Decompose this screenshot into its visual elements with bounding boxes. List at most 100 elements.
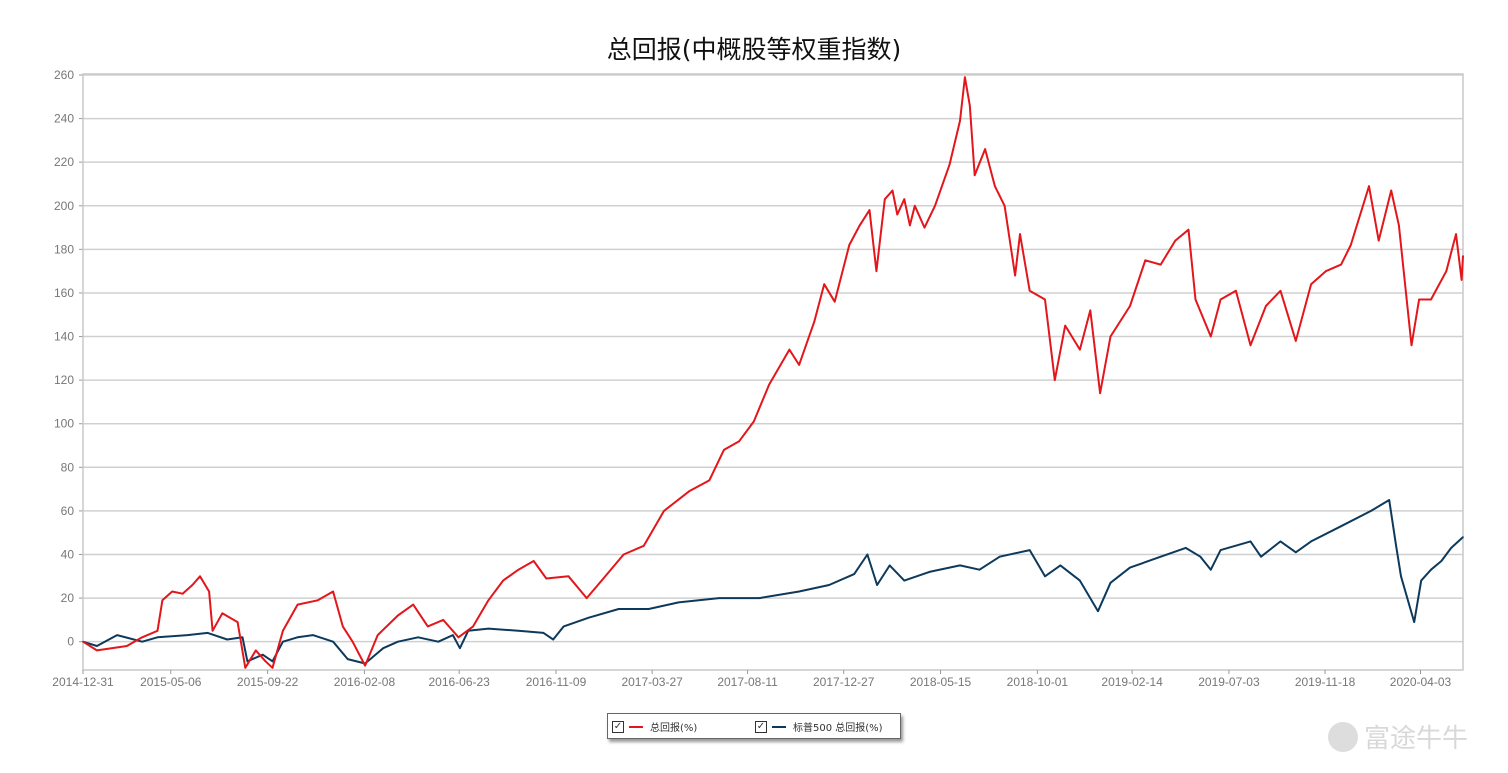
data-point bbox=[984, 148, 986, 150]
chart-title: 总回报(中概股等权重指数) bbox=[606, 35, 902, 64]
data-point bbox=[346, 658, 349, 660]
y-tick-label: 0 bbox=[67, 635, 74, 649]
data-point bbox=[244, 667, 247, 669]
x-tick-label: 2016-02-08 bbox=[334, 675, 396, 689]
x-tick-label: 2019-11-18 bbox=[1295, 675, 1356, 689]
data-point bbox=[903, 198, 906, 201]
data-point bbox=[1194, 298, 1197, 301]
data-point bbox=[397, 614, 399, 617]
data-point bbox=[1265, 305, 1267, 307]
data-point bbox=[909, 224, 911, 227]
checkbox-checked-icon[interactable]: ✓ bbox=[755, 720, 767, 733]
checkbox-checked-icon[interactable]: ✓ bbox=[612, 720, 624, 733]
data-point bbox=[1295, 340, 1297, 342]
data-point bbox=[342, 625, 344, 628]
data-point bbox=[332, 590, 334, 593]
data-point bbox=[1430, 568, 1432, 571]
data-point bbox=[1350, 244, 1352, 246]
y-tick-label: 20 bbox=[61, 591, 75, 605]
data-point bbox=[1210, 568, 1212, 571]
data-point bbox=[552, 638, 555, 641]
x-tick-label: 2016-11-09 bbox=[526, 675, 587, 689]
data-point bbox=[1418, 298, 1420, 301]
data-point bbox=[459, 647, 461, 650]
data-point bbox=[1395, 544, 1397, 547]
data-point bbox=[316, 599, 319, 602]
legend-item-total-return[interactable]: ✓ 总回报(%) bbox=[612, 719, 697, 734]
data-point bbox=[708, 479, 711, 482]
data-point bbox=[1310, 283, 1312, 286]
data-point bbox=[1249, 344, 1252, 347]
data-point bbox=[211, 629, 214, 632]
data-point bbox=[199, 575, 201, 578]
data-point bbox=[884, 198, 886, 201]
data-point bbox=[427, 625, 429, 628]
data-point bbox=[998, 555, 1001, 558]
data-point bbox=[412, 603, 414, 606]
x-tick-label: 2018-05-15 bbox=[910, 675, 972, 689]
data-point bbox=[1064, 324, 1067, 327]
data-point bbox=[417, 636, 419, 639]
data-point bbox=[181, 592, 184, 595]
data-point bbox=[452, 634, 454, 636]
data-point bbox=[1377, 239, 1380, 242]
data-point bbox=[282, 629, 284, 632]
x-tick-label: 2020-04-03 bbox=[1390, 675, 1452, 689]
data-point bbox=[206, 632, 209, 634]
data-point bbox=[1388, 499, 1390, 501]
y-tick-label: 240 bbox=[54, 112, 74, 126]
y-tick-label: 80 bbox=[61, 460, 75, 474]
data-point bbox=[1219, 549, 1222, 551]
data-point bbox=[126, 645, 128, 647]
data-point bbox=[246, 660, 249, 663]
data-point bbox=[896, 213, 899, 216]
data-point bbox=[542, 632, 545, 634]
data-point bbox=[1129, 305, 1131, 307]
data-point bbox=[1079, 348, 1081, 351]
data-point bbox=[261, 653, 264, 656]
data-point bbox=[1462, 255, 1464, 257]
data-point bbox=[376, 634, 379, 636]
data-point bbox=[457, 636, 460, 639]
data-point bbox=[677, 601, 680, 604]
y-tick-label: 60 bbox=[61, 504, 75, 518]
data-point bbox=[1028, 549, 1031, 551]
data-point bbox=[913, 204, 916, 207]
data-point bbox=[788, 348, 791, 351]
data-point bbox=[1044, 298, 1046, 301]
data-point bbox=[758, 597, 761, 599]
data-point bbox=[587, 616, 590, 619]
series-line bbox=[82, 76, 1464, 669]
legend-item-sp500-total-return[interactable]: ✓ 标普500 总回报(%) bbox=[755, 719, 883, 734]
x-tick-label: 2017-03-27 bbox=[621, 675, 683, 689]
data-point bbox=[738, 440, 741, 442]
data-point bbox=[472, 625, 474, 628]
data-point bbox=[208, 590, 210, 593]
y-tick-label: 180 bbox=[54, 242, 74, 256]
data-point bbox=[1014, 274, 1016, 277]
data-point bbox=[1079, 579, 1081, 582]
data-point bbox=[437, 640, 440, 643]
data-point bbox=[254, 649, 257, 652]
data-point bbox=[1199, 555, 1202, 558]
data-point bbox=[959, 119, 961, 122]
data-point bbox=[798, 590, 800, 593]
data-point bbox=[1400, 575, 1402, 578]
data-point bbox=[968, 104, 971, 107]
x-tick-label: 2015-09-22 bbox=[237, 675, 299, 689]
data-point bbox=[156, 636, 159, 639]
data-point bbox=[161, 599, 164, 602]
data-point bbox=[141, 640, 144, 643]
data-point bbox=[397, 640, 399, 643]
data-point bbox=[1210, 335, 1212, 338]
data-point bbox=[141, 636, 144, 639]
data-point bbox=[1460, 279, 1463, 281]
y-tick-label: 140 bbox=[54, 330, 74, 344]
data-point bbox=[1340, 263, 1342, 266]
data-point bbox=[718, 597, 720, 599]
data-point bbox=[296, 636, 299, 639]
data-point bbox=[442, 619, 444, 621]
series-line bbox=[82, 499, 1464, 665]
data-point bbox=[116, 634, 118, 636]
data-point bbox=[1368, 185, 1370, 187]
